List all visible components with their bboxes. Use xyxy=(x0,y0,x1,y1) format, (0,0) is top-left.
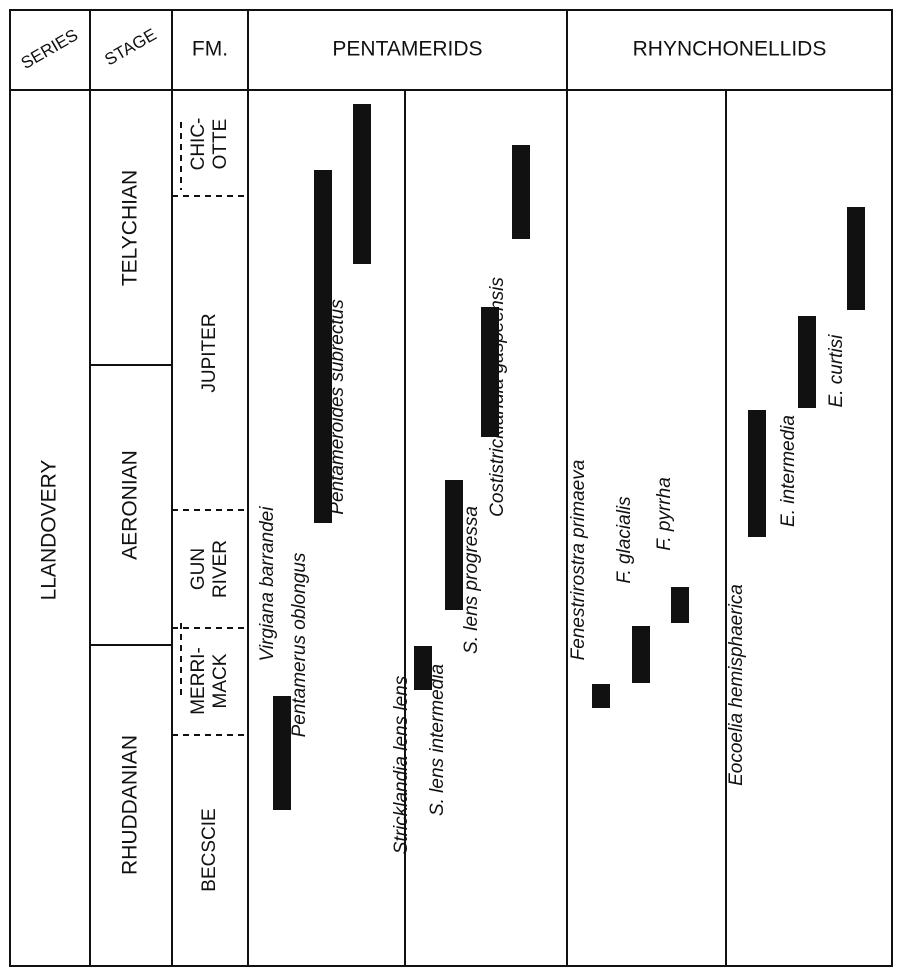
series-llandovery: LLANDOVERY xyxy=(38,460,61,601)
range-bar-e-curtisi xyxy=(847,207,865,310)
formation-label: MACK xyxy=(210,653,231,708)
header-stage: STAGE xyxy=(101,25,159,70)
formation-label: GUN xyxy=(188,548,209,590)
taxon-label-virgiana-barrandei: Virgiana barrandei xyxy=(257,506,278,662)
range-bar-costistricklandia-gaspeensis xyxy=(512,145,530,239)
taxon-label-f-pyrrha: F. pyrrha xyxy=(654,477,675,551)
range-bar-f-pyrrha xyxy=(671,587,689,623)
range-bar-f-glacialis xyxy=(632,626,650,683)
formation-label: OTTE xyxy=(210,119,231,170)
range-bar-pentamerus-oblongus xyxy=(314,170,332,523)
stage-label: RHUDDANIAN xyxy=(119,735,142,875)
taxon-label-fenestrirostra-primaeva: Fenestrirostra primaeva xyxy=(568,460,589,661)
formation-label: JUPITER xyxy=(199,313,220,392)
range-bar-s-lens-progressa xyxy=(481,307,499,437)
taxon-label-s-lens-progressa: S. lens progressa xyxy=(461,506,482,654)
range-bar-stricklandia-lens-lens xyxy=(414,646,432,690)
header-pentamerids: PENTAMERIDS xyxy=(332,38,482,61)
range-bar-e-intermedia xyxy=(798,316,816,408)
table-labels: SERIES STAGE FM. PENTAMERIDS RHYNCHONELLIDS L… xyxy=(18,25,847,892)
taxon-label-pentameroides-subrectus: Pentameroides subrectus xyxy=(327,299,348,515)
formation-label: CHIC- xyxy=(188,118,209,171)
taxon-label-e-curtisi: E. curtisi xyxy=(826,334,847,408)
range-bar-pentameroides-subrectus xyxy=(353,104,371,264)
range-bar-s-lens-intermedia xyxy=(445,480,463,610)
taxon-label-e-intermedia: E. intermedia xyxy=(778,415,799,527)
header-series: SERIES xyxy=(18,25,82,73)
range-bar-eocoelia-hemisphaerica xyxy=(748,410,766,537)
formation-label: RIVER xyxy=(210,540,231,598)
outer-border xyxy=(9,9,893,967)
range-bar-fenestrirostra-primaeva xyxy=(592,684,610,708)
taxon-label-eocoelia-hemisphaerica: Eocoelia hemisphaerica xyxy=(726,584,747,786)
taxon-label-stricklandia-lens-lens: Stricklandia lens lens xyxy=(391,675,412,854)
taxon-label-s-lens-intermedia: S. lens intermedia xyxy=(427,664,448,816)
header-rhynchonellids: RHYNCHONELLIDS xyxy=(633,38,827,61)
formation-label: MERRI- xyxy=(188,647,209,715)
header-formation: FM. xyxy=(192,38,228,61)
taxon-label-f-glacialis: F. glacialis xyxy=(614,496,635,584)
table-frame xyxy=(9,9,893,967)
taxon-label-pentamerus-oblongus: Pentamerus oblongus xyxy=(289,552,310,737)
range-bars xyxy=(273,104,865,810)
formation-label: BECSCIE xyxy=(199,808,220,891)
range-bar-virgiana-barrandei xyxy=(273,696,291,810)
stage-label: TELYCHIAN xyxy=(119,170,142,286)
stage-label: AERONIAN xyxy=(119,450,142,560)
